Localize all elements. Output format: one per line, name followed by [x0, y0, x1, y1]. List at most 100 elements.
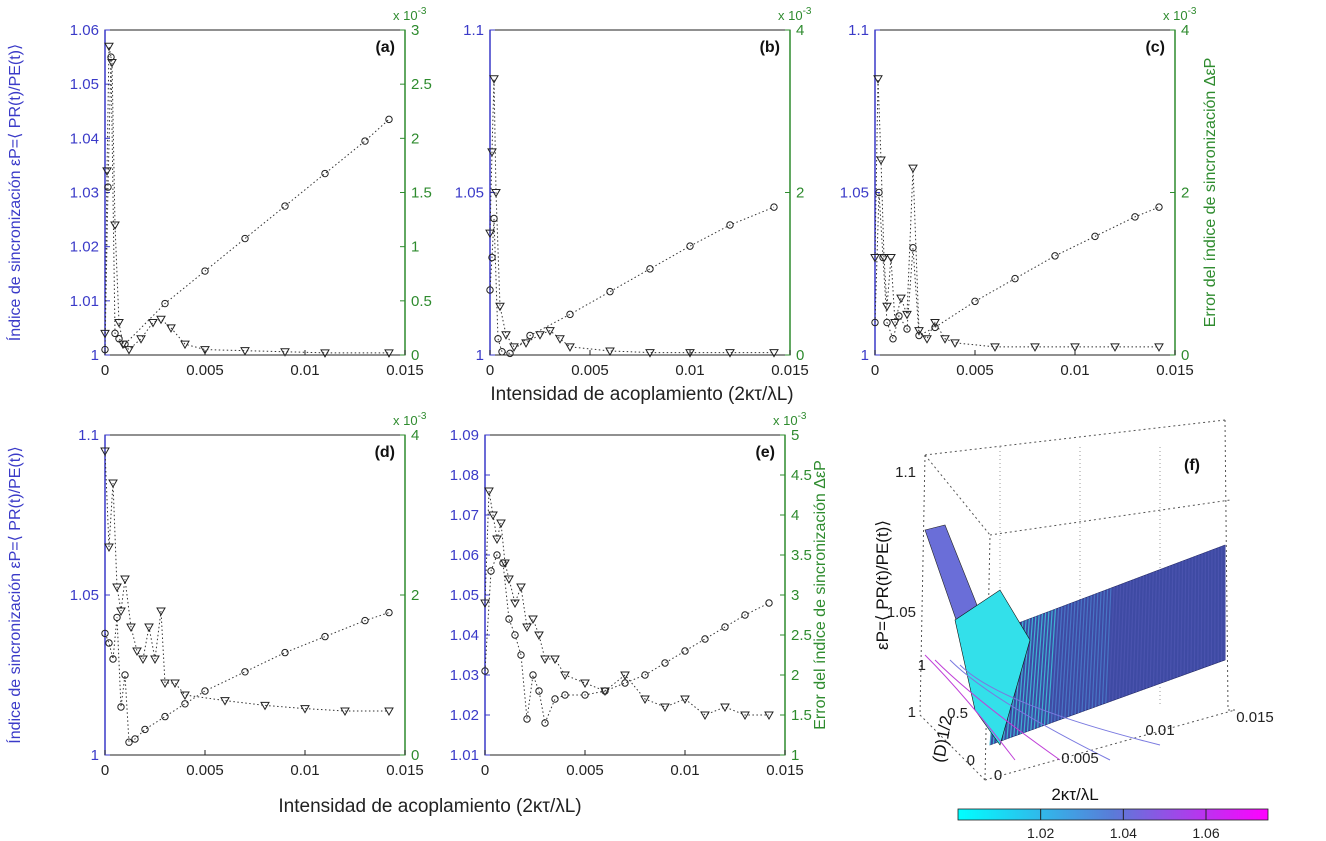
exp-base: x 10 — [393, 413, 418, 428]
triangle-marker — [534, 631, 544, 641]
surface-stripe — [1105, 588, 1112, 704]
triangle-marker — [914, 327, 924, 336]
surface-stripe — [1064, 602, 1073, 718]
triangle-marker — [489, 75, 499, 84]
triangle-marker — [990, 343, 1000, 352]
triangle-marker — [540, 655, 550, 665]
circle-marker — [104, 183, 112, 191]
triangle-marker — [555, 335, 565, 344]
triangle-marker — [132, 647, 142, 657]
right-axis-exponent: x 10-3 — [393, 6, 427, 23]
triangle-marker — [107, 59, 117, 68]
surface-stripe — [1081, 596, 1089, 712]
x-tick-label: 0.005 — [571, 362, 609, 379]
surface-stripe — [1057, 605, 1066, 721]
surface-stripe — [1200, 553, 1203, 669]
colorbar — [957, 808, 1269, 821]
exp-base: x 10 — [778, 8, 803, 23]
triangle-marker — [496, 519, 506, 529]
y-tick-label-right: 3.5 — [791, 547, 812, 564]
triangle-marker — [769, 349, 779, 358]
triangle-marker — [108, 479, 118, 489]
surface-stripe — [1047, 609, 1057, 725]
y-tick-label-left: 1.08 — [450, 467, 479, 484]
z-tick-label: 1.05 — [887, 604, 916, 621]
triangle-marker — [166, 324, 176, 333]
triangle-marker — [484, 487, 494, 497]
surface-stripe — [1129, 579, 1135, 695]
contour-line — [949, 659, 1111, 761]
box-edge — [924, 419, 1226, 456]
surface-stripe — [1210, 549, 1213, 665]
circle-marker — [883, 318, 891, 327]
y-tick-label-right: 4 — [1181, 22, 1189, 39]
triangle-marker — [488, 511, 498, 521]
surface-stripe — [1067, 601, 1076, 717]
surface-stripe — [1043, 610, 1053, 726]
circle-marker — [1051, 252, 1059, 260]
circle-marker — [606, 287, 614, 296]
panel-label: (f) — [1184, 457, 1200, 474]
series-line-circle — [104, 612, 390, 744]
surface-stripe — [1060, 604, 1070, 720]
surface-stripe — [1026, 616, 1037, 732]
y-tick-label-left: 1.04 — [450, 627, 479, 644]
y-tick-label-left: 1.03 — [450, 667, 479, 684]
y-tick-label-right: 4.5 — [791, 467, 812, 484]
triangle-marker — [118, 340, 128, 350]
x-tick-label: 0.015 — [1236, 709, 1274, 726]
circle-marker — [1131, 213, 1139, 221]
triangle-marker — [740, 711, 750, 721]
triangle-marker — [104, 543, 114, 553]
plot-area — [104, 29, 406, 356]
triangle-marker — [896, 294, 906, 304]
circle-marker — [566, 310, 574, 319]
y-tick-label-left: 1.1 — [848, 22, 869, 39]
triangle-marker — [550, 655, 560, 665]
x-tick-label: 0.01 — [675, 362, 704, 379]
y-tick-label-right: 2 — [791, 667, 799, 684]
colorbar-tick-label: 1.06 — [1192, 825, 1219, 841]
circle-marker — [487, 567, 495, 575]
surface-stripe — [1030, 615, 1040, 731]
triangle-marker — [180, 340, 190, 350]
surface-stripe — [1088, 594, 1096, 710]
circle-marker — [903, 325, 911, 333]
circle-marker — [201, 267, 209, 275]
exp-base: x 10 — [773, 413, 798, 428]
chart-panels: 0 0.005 0.01 0.01511.011.021.031.041.051.06… — [5, 6, 1219, 779]
y-axis-label-left: Índice de sincronización εP=⟨ PR(t)/PE(t… — [5, 446, 24, 744]
surface-stripe — [1135, 577, 1141, 693]
triangle-marker — [144, 623, 154, 633]
triangle-marker — [879, 254, 889, 263]
x-tick-label: 0.005 — [566, 762, 604, 779]
y-tick-label-right: 0.5 — [411, 293, 432, 310]
exp-power: -3 — [418, 6, 427, 17]
plot-area — [484, 434, 786, 756]
x-tick-label: 0.005 — [956, 362, 994, 379]
surface-stripe — [1122, 581, 1128, 697]
circle-marker — [915, 331, 923, 340]
panel-label: (b) — [760, 39, 780, 56]
surface-stripe — [1084, 595, 1092, 711]
triangle-marker — [114, 319, 124, 328]
triangle-marker — [516, 583, 526, 593]
circle-marker — [321, 169, 329, 178]
circle-marker — [646, 265, 654, 273]
triangle-marker — [882, 302, 892, 312]
circle-marker — [161, 299, 169, 308]
circle-marker — [641, 671, 649, 679]
triangle-marker — [605, 347, 615, 356]
circle-marker — [117, 703, 125, 711]
y-tick-label-right: 2 — [411, 587, 419, 604]
triangle-marker — [340, 707, 350, 717]
exp-power: -3 — [1188, 6, 1197, 17]
triangle-marker — [725, 349, 735, 358]
surface-stripe — [1180, 561, 1184, 677]
surface-stripe — [1033, 613, 1043, 730]
circle-marker — [770, 203, 778, 211]
triangle-marker — [491, 189, 501, 198]
circle-marker — [505, 615, 513, 623]
triangle-marker — [116, 607, 126, 617]
triangle-marker — [950, 339, 960, 348]
